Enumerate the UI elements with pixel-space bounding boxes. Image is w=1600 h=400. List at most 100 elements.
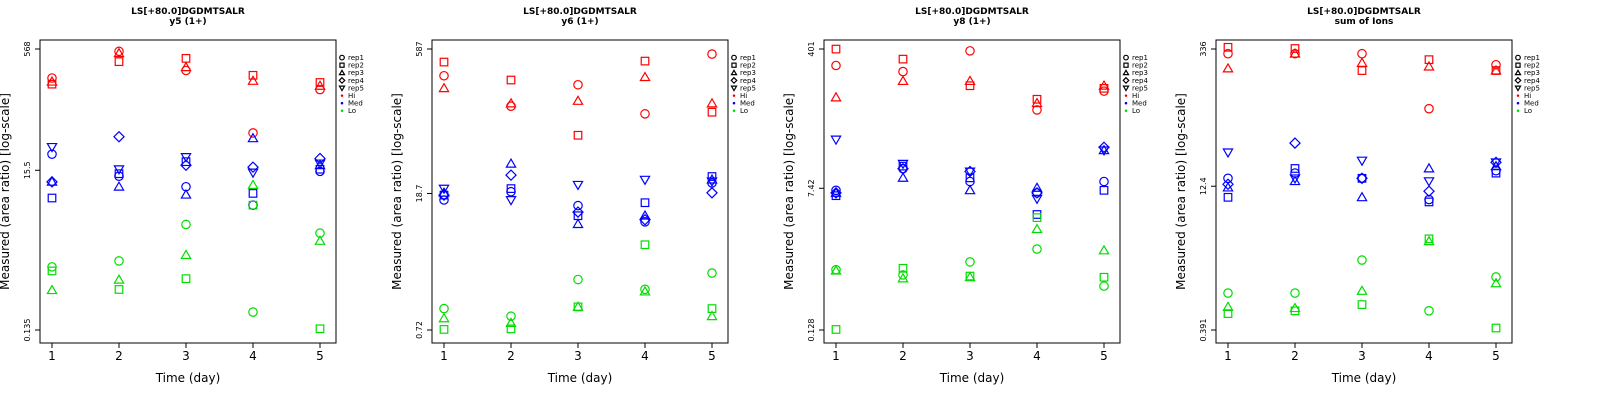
data-point-med-rep5 — [1490, 158, 1502, 169]
data-point-med-rep3 — [180, 188, 192, 199]
y-axis-label: Measured (area ratio) [log-scale] — [390, 93, 404, 290]
data-point-lo-rep3 — [830, 264, 842, 275]
data-point-med-rep3 — [1490, 160, 1502, 171]
data-point-lo-rep2 — [1099, 272, 1109, 282]
legend-label: rep4 — [740, 77, 756, 85]
data-point-hi-rep1 — [1491, 59, 1501, 70]
y-axis-label: Measured (area ratio) [log-scale] — [1174, 93, 1188, 290]
legend-label: rep4 — [1132, 77, 1148, 85]
legend-label: rep2 — [1524, 62, 1540, 70]
data-point-med-rep2 — [1290, 164, 1300, 173]
data-point-med-rep1 — [506, 186, 516, 197]
data-point-hi-rep3 — [1423, 60, 1435, 71]
legend-label: rep2 — [740, 62, 756, 70]
data-point-hi-rep1 — [47, 73, 57, 83]
data-point-lo-rep3 — [1289, 302, 1301, 313]
data-point-lo-rep1 — [573, 274, 583, 285]
data-point-hi-rep3 — [830, 91, 842, 102]
legend-label: rep5 — [1132, 84, 1148, 92]
data-point-lo-rep3 — [706, 310, 718, 321]
legend-label: rep3 — [1524, 69, 1540, 77]
data-point-lo-rep3 — [113, 273, 125, 284]
legend-marker-rep5 — [338, 85, 346, 92]
data-point-hi-rep3 — [1222, 62, 1234, 73]
data-point-lo-rep3 — [314, 235, 326, 245]
y-tick-label: 336 — [1199, 41, 1208, 56]
data-point-lo-rep1 — [181, 219, 191, 230]
legend-marker-med — [732, 101, 736, 105]
data-point-lo-rep3 — [505, 317, 517, 328]
data-point-med-rep5 — [505, 196, 517, 206]
data-point-med-rep3 — [46, 176, 58, 186]
legend-marker-rep3 — [338, 69, 346, 76]
data-point-lo-rep1 — [1223, 288, 1233, 298]
data-point-med-rep3 — [639, 209, 651, 220]
data-point-lo-rep2 — [506, 324, 516, 334]
data-point-lo-rep2 — [640, 240, 650, 250]
data-point-lo-rep3 — [1031, 223, 1043, 234]
legend-label: rep3 — [740, 69, 756, 77]
legend-marker-rep5 — [730, 85, 738, 92]
data-point-med-rep2 — [640, 198, 650, 208]
data-point-hi-rep2 — [506, 75, 516, 85]
legend-label: rep1 — [1524, 54, 1540, 62]
data-point-hi-rep3 — [897, 75, 909, 86]
data-point-lo-rep2 — [1223, 309, 1233, 318]
x-axis-label: Time (day) — [155, 371, 221, 385]
data-point-med-rep3 — [505, 157, 517, 168]
legend-label: Med — [348, 100, 363, 108]
chart-subtitle: y8 (1+) — [953, 17, 990, 27]
chart-title: LS[+80.0]DGDMTSALR — [1307, 7, 1421, 17]
y-tick-label: 12.4 — [1199, 177, 1208, 195]
data-point-med-rep2 — [506, 184, 516, 193]
x-axis-label: Time (day) — [1331, 371, 1397, 385]
data-point-hi-rep1 — [1223, 48, 1233, 59]
x-tick-label: 5 — [708, 349, 716, 363]
data-point-hi-rep2 — [439, 57, 449, 67]
data-point-lo-rep3 — [1356, 285, 1368, 295]
data-point-hi-rep3 — [639, 71, 651, 82]
data-point-hi-rep2 — [1424, 55, 1434, 65]
legend-label: rep3 — [348, 69, 364, 77]
data-point-lo-rep1 — [640, 284, 650, 295]
data-point-med-rep2 — [47, 193, 57, 203]
data-point-lo-rep3 — [897, 272, 909, 283]
data-point-lo-rep2 — [248, 200, 258, 210]
data-point-med-rep2 — [1357, 173, 1367, 183]
data-point-med-rep5 — [1356, 156, 1368, 167]
legend-label: Hi — [740, 92, 747, 100]
data-point-hi-rep3 — [247, 75, 259, 85]
data-point-lo-rep3 — [964, 271, 976, 282]
data-point-med-rep2 — [315, 164, 325, 174]
legend-label: Hi — [1524, 92, 1531, 100]
legend-marker-hi — [1516, 94, 1520, 97]
legend-marker-rep1 — [731, 54, 737, 61]
data-point-hi-rep2 — [707, 107, 717, 117]
data-point-lo-rep1 — [114, 256, 124, 266]
data-point-med-rep3 — [706, 173, 718, 184]
data-point-med-rep3 — [1031, 182, 1043, 192]
data-point-lo-rep1 — [439, 303, 449, 314]
data-point-hi-rep1 — [831, 60, 841, 71]
legend-label: rep3 — [1132, 69, 1148, 77]
y-axis-label: Measured (area ratio) [log-scale] — [0, 93, 12, 290]
y-tick-label: 7.42 — [807, 179, 816, 197]
legend-label: Hi — [1132, 92, 1139, 100]
data-point-med-rep2 — [1099, 185, 1109, 195]
data-point-hi-rep3 — [964, 75, 976, 86]
data-point-med-rep3 — [572, 218, 584, 229]
data-point-hi-rep3 — [180, 61, 192, 72]
data-point-lo-rep3 — [1098, 244, 1110, 255]
data-point-hi-rep3 — [572, 95, 584, 105]
x-axis-label: Time (day) — [939, 371, 1005, 385]
data-point-hi-rep2 — [831, 44, 841, 54]
data-point-hi-rep1 — [248, 128, 258, 138]
data-point-med-rep1 — [1099, 176, 1109, 187]
legend-marker-med — [1516, 101, 1520, 105]
data-point-hi-rep1 — [707, 49, 717, 59]
data-point-lo-rep2 — [1491, 323, 1501, 333]
data-point-hi-rep2 — [315, 78, 325, 87]
